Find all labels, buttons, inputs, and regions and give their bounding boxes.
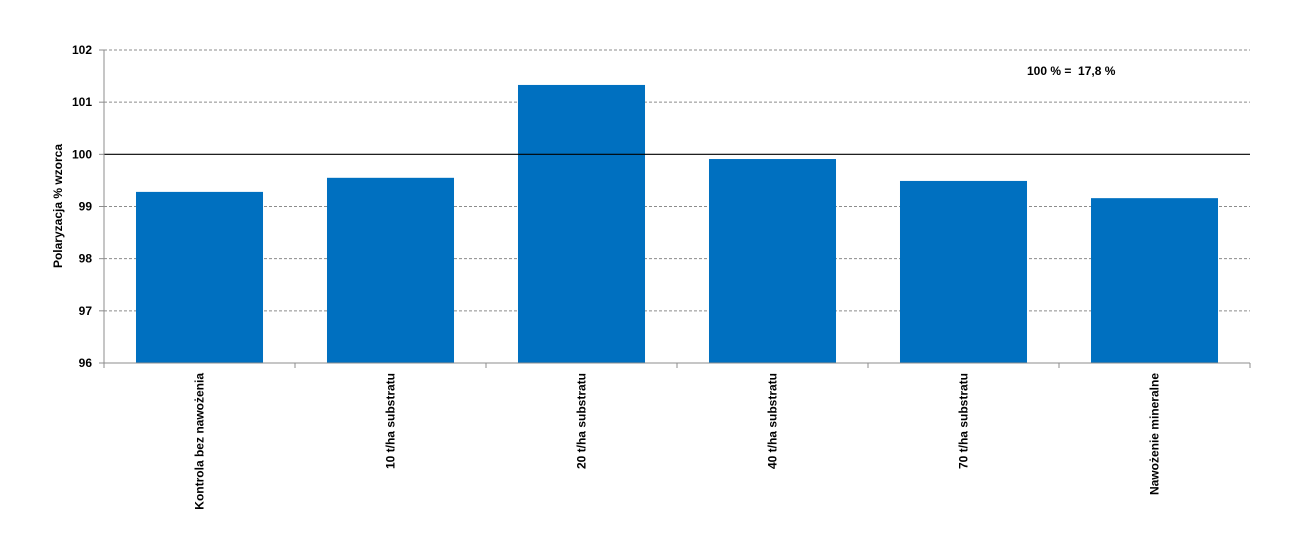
x-category-label: Nawożenie mineralne <box>1148 373 1162 495</box>
bar <box>135 191 264 363</box>
x-category-label: 10 t/ha substratu <box>384 373 398 469</box>
bar <box>517 84 646 364</box>
y-tick-label: 97 <box>79 304 93 318</box>
gridlines <box>104 49 1250 312</box>
bar <box>1090 198 1219 363</box>
axes <box>99 49 1251 368</box>
y-tick-label: 96 <box>79 356 93 370</box>
y-tick-label: 101 <box>72 95 92 109</box>
x-category-label: Kontrola bez nawożenia <box>193 373 207 510</box>
y-tick-label: 102 <box>72 43 92 57</box>
bars <box>135 84 1219 364</box>
bar <box>326 177 455 363</box>
y-tick-label: 98 <box>79 252 93 266</box>
labels: 96 97 98 99 100 101 102 Kontrola bez nawożenia 1… <box>72 43 1162 510</box>
x-category-label: 70 t/ha substratu <box>957 373 971 469</box>
bar <box>708 159 837 363</box>
x-category-label: 20 t/ha substratu <box>575 373 589 469</box>
y-tick-label: 99 <box>79 200 93 214</box>
y-tick-label: 100 <box>72 147 92 161</box>
x-category-label: 40 t/ha substratu <box>766 373 780 469</box>
scale-annotation: 100 % = 17,8 % <box>1027 64 1116 78</box>
y-axis-title: Polaryzacja % wzorca <box>51 144 65 268</box>
bar <box>899 180 1028 363</box>
